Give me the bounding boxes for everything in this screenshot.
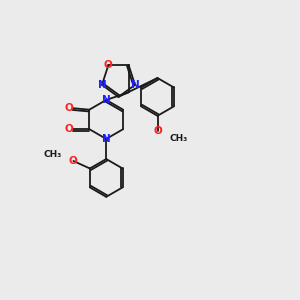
Text: N: N xyxy=(102,134,111,144)
Text: CH₃: CH₃ xyxy=(169,134,188,143)
Text: O: O xyxy=(104,60,112,70)
Text: N: N xyxy=(131,80,140,90)
Text: CH₃: CH₃ xyxy=(43,151,62,160)
Text: O: O xyxy=(153,126,162,136)
Text: O: O xyxy=(69,156,78,166)
Text: N: N xyxy=(98,80,106,90)
Text: O: O xyxy=(64,124,73,134)
Text: O: O xyxy=(64,103,73,113)
Text: N: N xyxy=(102,95,111,105)
